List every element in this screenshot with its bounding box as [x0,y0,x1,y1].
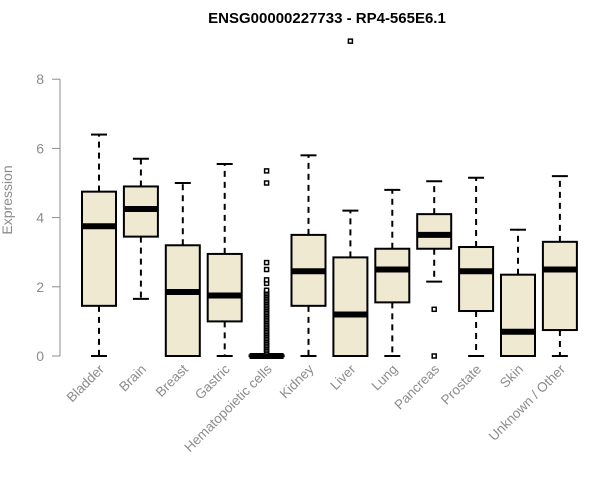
category-label: Gastric [192,361,233,402]
iqr-box [332,256,369,358]
iqr-box [206,252,243,323]
iqr-box [374,247,411,304]
y-axis: 0 2 4 6 8 [36,71,61,364]
y-tick-label: 4 [36,210,44,226]
box-layer [81,38,578,359]
outlier-point [431,306,437,313]
category-label: Unknown / Other [486,361,569,444]
box-gastric [206,162,243,357]
box-breast [164,182,201,357]
category-label: Pancreas [391,361,442,412]
category-label: Kidney [277,361,317,401]
y-axis-label: Expression [0,165,15,234]
y-tick-label: 2 [36,279,44,295]
outlier-point [263,287,270,294]
category-label: Breast [153,361,191,399]
y-tick-label: 8 [36,71,44,87]
outlier-point [263,259,270,266]
box-brain [122,157,159,300]
box-kidney [290,154,327,357]
box-bladder [81,133,117,357]
outlier-point [431,353,437,359]
box-pancreas [416,180,453,359]
category-label: Liver [327,361,359,393]
iqr-box [81,190,117,307]
iqr-box [500,273,536,357]
iqr-box [541,240,578,332]
y-tick-label: 6 [36,140,44,156]
outlier-point [347,38,354,44]
iqr-box [164,244,201,357]
box-liver [332,38,369,358]
outlier-point [263,180,270,186]
y-tick-label: 0 [36,348,44,364]
box-unknown-other [541,175,578,357]
box-prostate [458,176,495,357]
box-skin [500,228,536,357]
category-label: Prostate [438,362,484,408]
outlier-point [263,277,270,283]
chart-title: ENSG00000227733 - RP4-565E6.1 [208,10,446,27]
iqr-box [458,246,495,313]
outlier-point [263,168,270,174]
category-label: Bladder [64,361,108,405]
category-label: Brain [116,362,149,395]
outlier-point [263,266,270,273]
iqr-box [416,213,453,250]
category-label: Lung [369,362,401,394]
box-lung [374,188,411,357]
category-label: Skin [497,362,526,391]
box-hematopoietic-cells [248,168,285,359]
